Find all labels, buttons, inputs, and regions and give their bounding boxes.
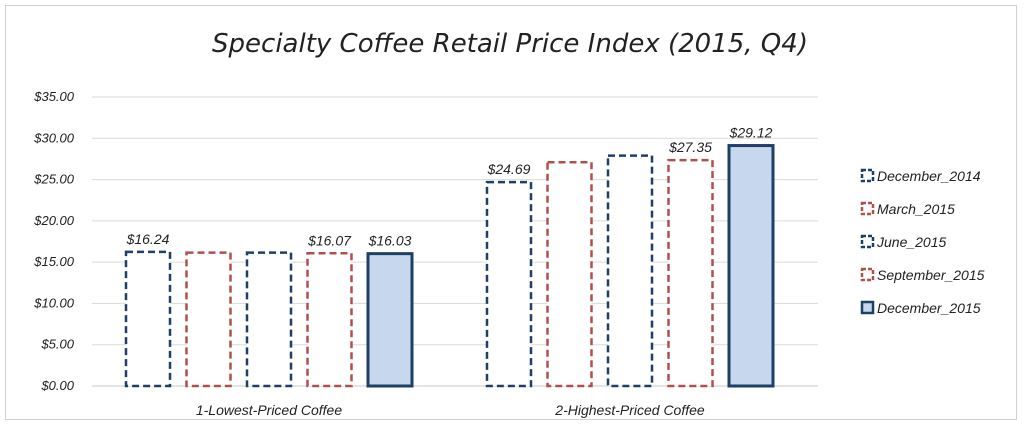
y-tick-label: $0.00 bbox=[40, 378, 74, 393]
bar-september-2015 bbox=[306, 252, 353, 388]
data-labels: $16.24 $16.07 $16.03 $24.69 $27.35 $29.12 bbox=[126, 125, 773, 249]
bar-september-2015 bbox=[667, 158, 714, 388]
y-tick-label: $30.00 bbox=[33, 130, 75, 145]
y-tick-label: $5.00 bbox=[40, 337, 74, 352]
legend-swatch bbox=[860, 201, 875, 216]
y-tick-label: $20.00 bbox=[33, 213, 75, 228]
x-category-label: 1-Lowest-Priced Coffee bbox=[196, 402, 343, 418]
y-axis-ticks: $0.00 $5.00 $10.00 $15.00 $20.00 $25.00 $30.00… bbox=[33, 89, 75, 393]
legend-swatch bbox=[860, 267, 875, 282]
bar-december-2014 bbox=[124, 250, 172, 388]
y-tick-label: $15.00 bbox=[33, 254, 75, 269]
category-labels: 1-Lowest-Priced Coffee 2-Highest-Priced C… bbox=[196, 402, 705, 418]
legend: December_2014 March_2015 June_2015 Septembe… bbox=[860, 168, 985, 316]
data-label: $16.24 bbox=[126, 231, 170, 247]
data-label: $27.35 bbox=[668, 139, 712, 155]
data-label: $16.03 bbox=[368, 233, 412, 249]
y-tick-label: $10.00 bbox=[33, 295, 75, 310]
bars bbox=[124, 144, 775, 388]
legend-label: December_2015 bbox=[877, 300, 981, 316]
bar-june-2015 bbox=[606, 154, 654, 388]
legend-label: June_2015 bbox=[876, 234, 947, 250]
legend-label: March_2015 bbox=[877, 201, 955, 217]
bar-march-2015 bbox=[546, 160, 593, 388]
bar-december-2014 bbox=[485, 180, 533, 388]
y-tick-label: $25.00 bbox=[33, 172, 75, 187]
data-label: $29.12 bbox=[729, 125, 773, 141]
data-label: $24.69 bbox=[487, 161, 531, 177]
x-category-label: 2-Highest-Priced Coffee bbox=[554, 402, 705, 418]
bar-december-2015 bbox=[727, 144, 775, 388]
chart-title: Specialty Coffee Retail Price Index (201… bbox=[212, 29, 808, 59]
legend-swatch bbox=[860, 300, 875, 315]
bar-june-2015 bbox=[245, 251, 293, 388]
legend-label: September_2015 bbox=[877, 267, 985, 283]
bar-december-2015 bbox=[366, 252, 414, 388]
legend-label: December_2014 bbox=[877, 168, 981, 184]
bar-march-2015 bbox=[185, 251, 232, 388]
legend-swatch bbox=[860, 234, 875, 249]
legend-swatch bbox=[860, 168, 875, 183]
data-label: $16.07 bbox=[307, 232, 352, 248]
y-tick-label: $35.00 bbox=[33, 89, 75, 104]
